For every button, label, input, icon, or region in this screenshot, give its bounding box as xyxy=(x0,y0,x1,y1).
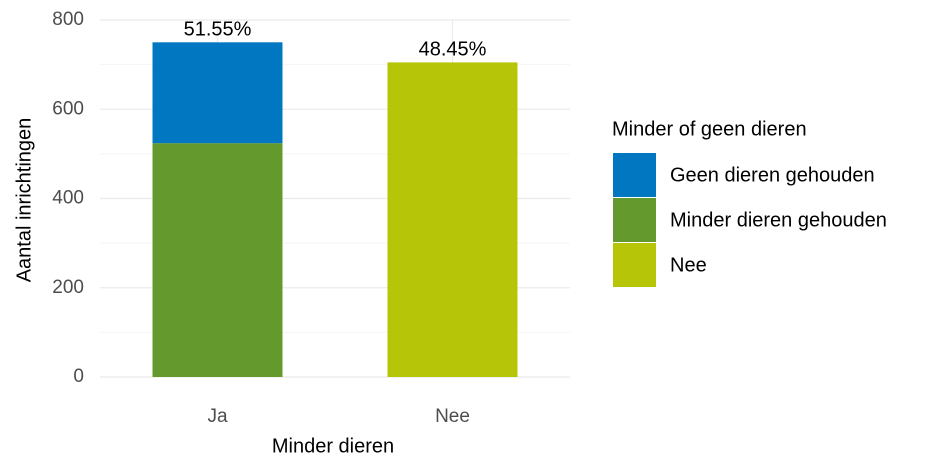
y-axis-label: Aantal inrichtingen xyxy=(13,118,35,283)
legend-key xyxy=(613,243,656,287)
bar-segment xyxy=(152,143,283,377)
x-tick-label: Nee xyxy=(435,406,470,427)
x-tick-label: Ja xyxy=(207,406,228,427)
y-tick-label: 0 xyxy=(73,366,84,387)
y-tick-label: 600 xyxy=(52,98,84,119)
legend-key xyxy=(613,153,656,197)
legend-label: Minder dieren gehouden xyxy=(670,209,887,231)
x-axis-label: Minder dieren xyxy=(272,435,394,457)
y-tick-label: 800 xyxy=(52,9,84,30)
legend-title: Minder of geen dieren xyxy=(612,118,807,140)
bar-segment xyxy=(152,42,283,144)
bar-segment xyxy=(387,62,518,378)
percent-label: 48.45% xyxy=(419,39,487,61)
percent-label: 51.55% xyxy=(184,19,252,41)
legend-label: Geen dieren gehouden xyxy=(670,164,875,186)
legend-key xyxy=(613,198,656,242)
y-tick-label: 200 xyxy=(52,277,84,298)
legend-label: Nee xyxy=(670,254,707,276)
y-tick-label: 400 xyxy=(52,188,84,209)
